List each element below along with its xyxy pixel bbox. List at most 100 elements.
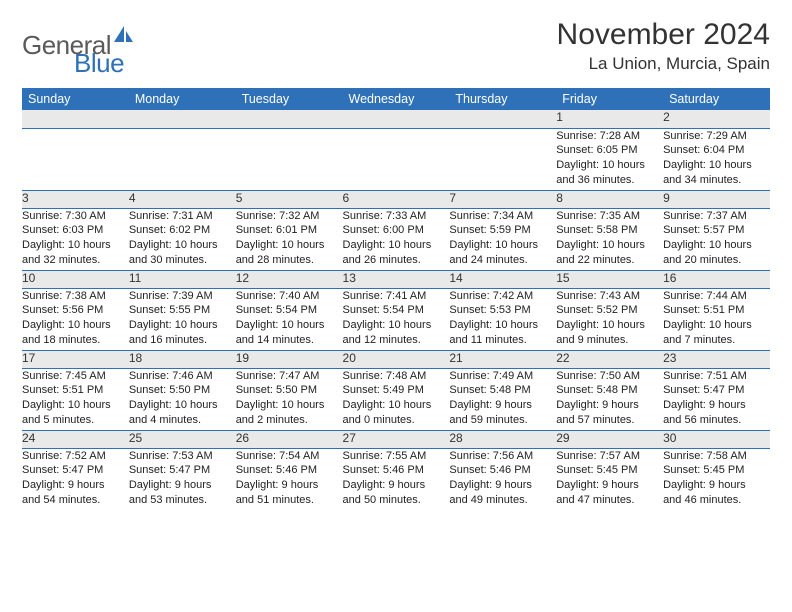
daylight-text: and 20 minutes.: [663, 253, 770, 268]
daylight-text: and 30 minutes.: [129, 253, 236, 268]
day-number-cell: 14: [449, 270, 556, 288]
day-info-cell: [449, 128, 556, 190]
daylight-text: and 56 minutes.: [663, 413, 770, 428]
day-info-cell: Sunrise: 7:40 AMSunset: 5:54 PMDaylight:…: [236, 288, 343, 350]
day-number-cell: [236, 110, 343, 128]
day-info-cell: [236, 128, 343, 190]
day-number-cell: 9: [663, 190, 770, 208]
day-number-cell: 16: [663, 270, 770, 288]
day-info-cell: Sunrise: 7:42 AMSunset: 5:53 PMDaylight:…: [449, 288, 556, 350]
sunrise-text: Sunrise: 7:38 AM: [22, 289, 129, 304]
sunset-text: Sunset: 5:45 PM: [556, 463, 663, 478]
day-number-cell: 28: [449, 430, 556, 448]
daylight-text: and 51 minutes.: [236, 493, 343, 508]
day-info-cell: Sunrise: 7:45 AMSunset: 5:51 PMDaylight:…: [22, 368, 129, 430]
sunrise-text: Sunrise: 7:51 AM: [663, 369, 770, 384]
day-number-row: 17181920212223: [22, 350, 770, 368]
daylight-text: Daylight: 9 hours: [236, 478, 343, 493]
sunrise-text: Sunrise: 7:53 AM: [129, 449, 236, 464]
weekday-header: Sunday: [22, 88, 129, 110]
day-number-cell: 21: [449, 350, 556, 368]
sunrise-text: Sunrise: 7:37 AM: [663, 209, 770, 224]
sunset-text: Sunset: 5:51 PM: [663, 303, 770, 318]
day-number-cell: [449, 110, 556, 128]
daylight-text: Daylight: 10 hours: [236, 318, 343, 333]
daylight-text: Daylight: 9 hours: [663, 398, 770, 413]
sunrise-text: Sunrise: 7:33 AM: [343, 209, 450, 224]
day-info-row: Sunrise: 7:52 AMSunset: 5:47 PMDaylight:…: [22, 448, 770, 510]
daylight-text: and 2 minutes.: [236, 413, 343, 428]
day-number-row: 12: [22, 110, 770, 128]
sunrise-text: Sunrise: 7:31 AM: [129, 209, 236, 224]
daylight-text: and 7 minutes.: [663, 333, 770, 348]
sunset-text: Sunset: 6:00 PM: [343, 223, 450, 238]
daylight-text: Daylight: 9 hours: [556, 478, 663, 493]
sunset-text: Sunset: 5:52 PM: [556, 303, 663, 318]
day-info-cell: Sunrise: 7:44 AMSunset: 5:51 PMDaylight:…: [663, 288, 770, 350]
weekday-header: Monday: [129, 88, 236, 110]
sunrise-text: Sunrise: 7:40 AM: [236, 289, 343, 304]
daylight-text: and 12 minutes.: [343, 333, 450, 348]
day-info-cell: Sunrise: 7:29 AMSunset: 6:04 PMDaylight:…: [663, 128, 770, 190]
day-info-cell: Sunrise: 7:41 AMSunset: 5:54 PMDaylight:…: [343, 288, 450, 350]
sunset-text: Sunset: 5:45 PM: [663, 463, 770, 478]
daylight-text: Daylight: 9 hours: [129, 478, 236, 493]
location: La Union, Murcia, Spain: [557, 54, 770, 74]
sunrise-text: Sunrise: 7:46 AM: [129, 369, 236, 384]
daylight-text: Daylight: 10 hours: [22, 238, 129, 253]
day-info-cell: [343, 128, 450, 190]
day-info-cell: Sunrise: 7:33 AMSunset: 6:00 PMDaylight:…: [343, 208, 450, 270]
daylight-text: Daylight: 10 hours: [556, 158, 663, 173]
daylight-text: and 26 minutes.: [343, 253, 450, 268]
daylight-text: Daylight: 10 hours: [343, 398, 450, 413]
daylight-text: Daylight: 10 hours: [556, 318, 663, 333]
daylight-text: and 47 minutes.: [556, 493, 663, 508]
sunrise-text: Sunrise: 7:49 AM: [449, 369, 556, 384]
sunrise-text: Sunrise: 7:55 AM: [343, 449, 450, 464]
day-info-cell: Sunrise: 7:38 AMSunset: 5:56 PMDaylight:…: [22, 288, 129, 350]
sunset-text: Sunset: 5:46 PM: [449, 463, 556, 478]
day-info-cell: Sunrise: 7:48 AMSunset: 5:49 PMDaylight:…: [343, 368, 450, 430]
daylight-text: and 36 minutes.: [556, 173, 663, 188]
sunset-text: Sunset: 5:57 PM: [663, 223, 770, 238]
day-number-cell: 25: [129, 430, 236, 448]
day-info-cell: Sunrise: 7:56 AMSunset: 5:46 PMDaylight:…: [449, 448, 556, 510]
day-info-cell: [129, 128, 236, 190]
day-info-row: Sunrise: 7:45 AMSunset: 5:51 PMDaylight:…: [22, 368, 770, 430]
sunset-text: Sunset: 5:48 PM: [556, 383, 663, 398]
day-info-row: Sunrise: 7:30 AMSunset: 6:03 PMDaylight:…: [22, 208, 770, 270]
day-number-row: 10111213141516: [22, 270, 770, 288]
daylight-text: Daylight: 10 hours: [129, 238, 236, 253]
day-number-cell: [129, 110, 236, 128]
month-title: November 2024: [557, 18, 770, 52]
day-info-cell: Sunrise: 7:55 AMSunset: 5:46 PMDaylight:…: [343, 448, 450, 510]
calendar-table: Sunday Monday Tuesday Wednesday Thursday…: [22, 88, 770, 510]
day-info-cell: Sunrise: 7:47 AMSunset: 5:50 PMDaylight:…: [236, 368, 343, 430]
day-number-cell: [22, 110, 129, 128]
day-number-cell: 26: [236, 430, 343, 448]
day-info-cell: Sunrise: 7:37 AMSunset: 5:57 PMDaylight:…: [663, 208, 770, 270]
day-number-cell: 10: [22, 270, 129, 288]
sunrise-text: Sunrise: 7:34 AM: [449, 209, 556, 224]
daylight-text: Daylight: 10 hours: [343, 318, 450, 333]
sunset-text: Sunset: 6:02 PM: [129, 223, 236, 238]
sunrise-text: Sunrise: 7:54 AM: [236, 449, 343, 464]
day-number-cell: 30: [663, 430, 770, 448]
sunrise-text: Sunrise: 7:39 AM: [129, 289, 236, 304]
sunrise-text: Sunrise: 7:58 AM: [663, 449, 770, 464]
weekday-header-row: Sunday Monday Tuesday Wednesday Thursday…: [22, 88, 770, 110]
daylight-text: and 50 minutes.: [343, 493, 450, 508]
day-number-cell: 17: [22, 350, 129, 368]
day-number-cell: 20: [343, 350, 450, 368]
weekday-header: Wednesday: [343, 88, 450, 110]
day-info-cell: Sunrise: 7:53 AMSunset: 5:47 PMDaylight:…: [129, 448, 236, 510]
sunset-text: Sunset: 5:54 PM: [236, 303, 343, 318]
sunrise-text: Sunrise: 7:32 AM: [236, 209, 343, 224]
daylight-text: and 4 minutes.: [129, 413, 236, 428]
logo: GeneralBlue: [22, 18, 135, 76]
day-info-cell: Sunrise: 7:39 AMSunset: 5:55 PMDaylight:…: [129, 288, 236, 350]
sunrise-text: Sunrise: 7:44 AM: [663, 289, 770, 304]
daylight-text: and 49 minutes.: [449, 493, 556, 508]
sunset-text: Sunset: 6:04 PM: [663, 143, 770, 158]
day-number-cell: 18: [129, 350, 236, 368]
